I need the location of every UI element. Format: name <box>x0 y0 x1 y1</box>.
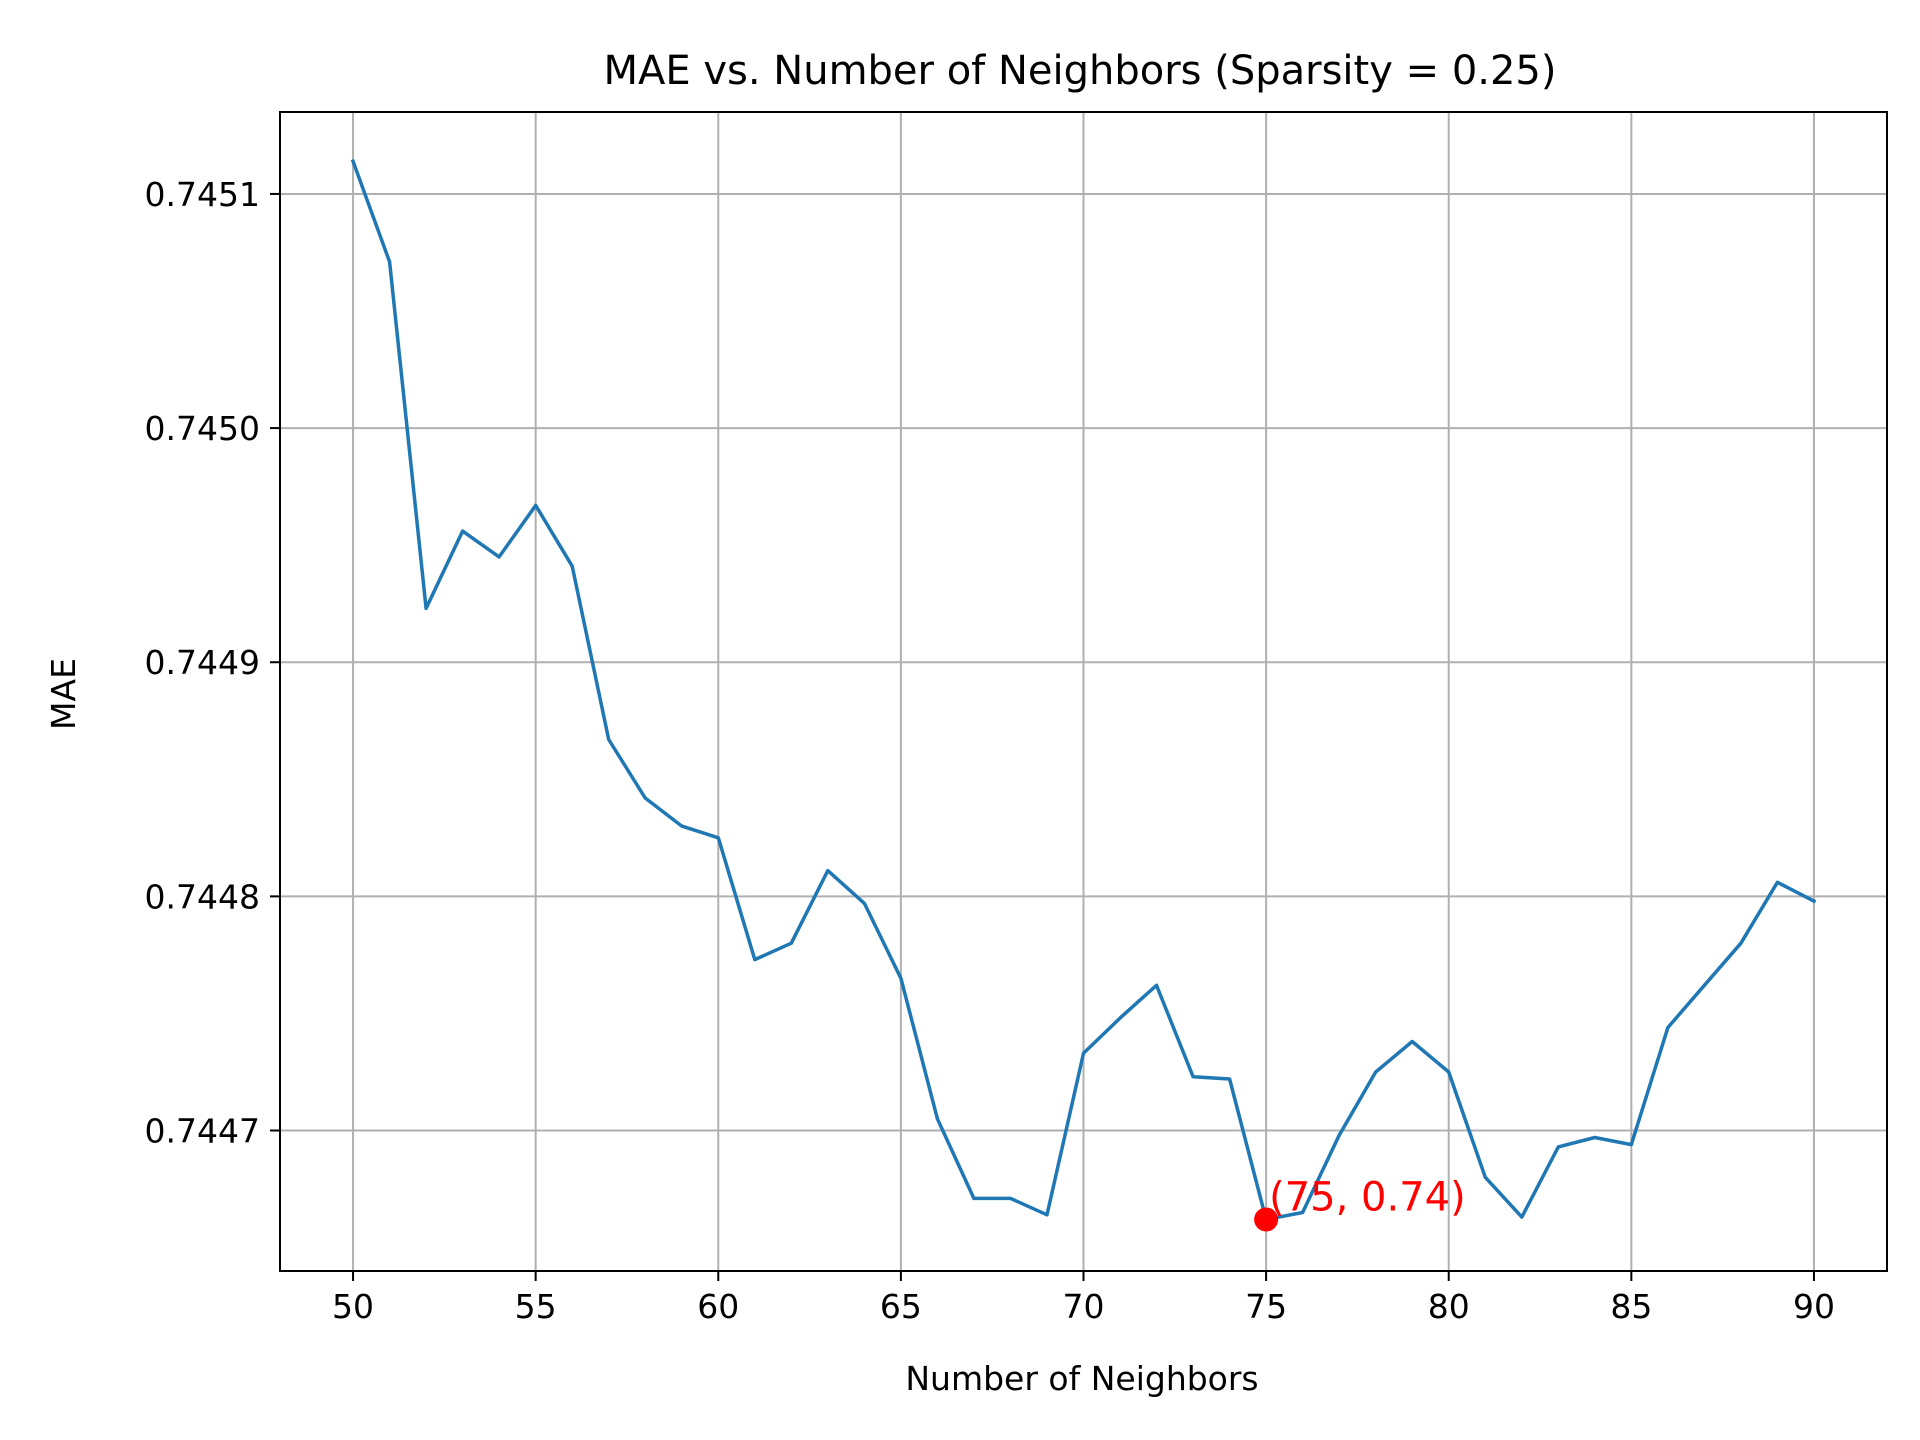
data-point <box>1812 899 1816 903</box>
x-tick-label: 55 <box>515 1287 557 1326</box>
data-point <box>1447 1070 1451 1074</box>
data-point <box>899 976 903 980</box>
data-point <box>1155 983 1159 987</box>
data-point <box>972 1196 976 1200</box>
data-point <box>1191 1075 1195 1079</box>
data-point <box>1082 1051 1085 1055</box>
data-point <box>643 796 647 800</box>
y-tick-label: 0.7450 <box>145 409 260 448</box>
data-point <box>461 529 465 533</box>
data-point <box>1666 1025 1670 1029</box>
data-point <box>753 958 757 962</box>
annotation-layer: (75, 0.74) <box>1254 1174 1466 1232</box>
grid-lines <box>280 112 1887 1271</box>
y-tick-label: 0.7447 <box>145 1112 260 1151</box>
y-axis-label: MAE <box>44 658 83 730</box>
data-point <box>1593 1136 1597 1140</box>
data-point <box>1118 1016 1122 1020</box>
x-tick-label: 85 <box>1610 1287 1652 1326</box>
data-point <box>607 737 611 741</box>
minimum-marker <box>1254 1207 1279 1232</box>
data-point <box>1556 1145 1560 1149</box>
data-point <box>424 606 428 610</box>
data-point <box>1337 1133 1341 1137</box>
data-point <box>1008 1196 1012 1200</box>
data-point <box>351 159 355 163</box>
data-point <box>862 901 866 905</box>
data-point <box>1483 1175 1487 1179</box>
data-point <box>570 564 574 568</box>
series-layer <box>350 158 1817 1222</box>
data-point <box>1775 880 1779 884</box>
data-point <box>1410 1040 1414 1044</box>
y-tick-label: 0.7448 <box>145 877 260 916</box>
data-point <box>1702 983 1706 987</box>
data-point <box>1301 1210 1305 1214</box>
x-tick-label: 80 <box>1428 1287 1470 1326</box>
data-point <box>388 260 392 264</box>
data-point <box>826 869 830 873</box>
x-tick-label: 60 <box>697 1287 739 1326</box>
data-point <box>935 1117 939 1121</box>
data-point <box>1520 1215 1524 1219</box>
chart-title: MAE vs. Number of Neighbors (Sparsity = … <box>604 48 1557 94</box>
data-point <box>534 503 538 507</box>
y-tick-label: 0.7449 <box>145 643 260 682</box>
axis-ticks: 50 55 60 65 70 75 80 85 90 0.7447 0.7448 0.7449 0.74… <box>145 175 1835 1326</box>
minimum-annotation-label: (75, 0.74) <box>1269 1174 1466 1220</box>
data-point <box>1739 941 1743 945</box>
x-tick-label: 65 <box>880 1287 922 1326</box>
data-point <box>1045 1213 1049 1217</box>
data-point <box>497 555 501 559</box>
y-tick-label: 0.7451 <box>145 175 260 214</box>
data-point <box>1629 1143 1633 1147</box>
x-tick-label: 70 <box>1063 1287 1105 1326</box>
data-point <box>789 941 793 945</box>
data-point <box>680 824 684 828</box>
data-point <box>1228 1077 1232 1081</box>
x-axis-label: Number of Neighbors <box>905 1359 1258 1398</box>
data-point <box>1374 1070 1378 1074</box>
x-tick-label: 75 <box>1245 1287 1287 1326</box>
x-tick-label: 90 <box>1793 1287 1835 1326</box>
x-tick-label: 50 <box>332 1287 374 1326</box>
data-point <box>716 836 720 840</box>
